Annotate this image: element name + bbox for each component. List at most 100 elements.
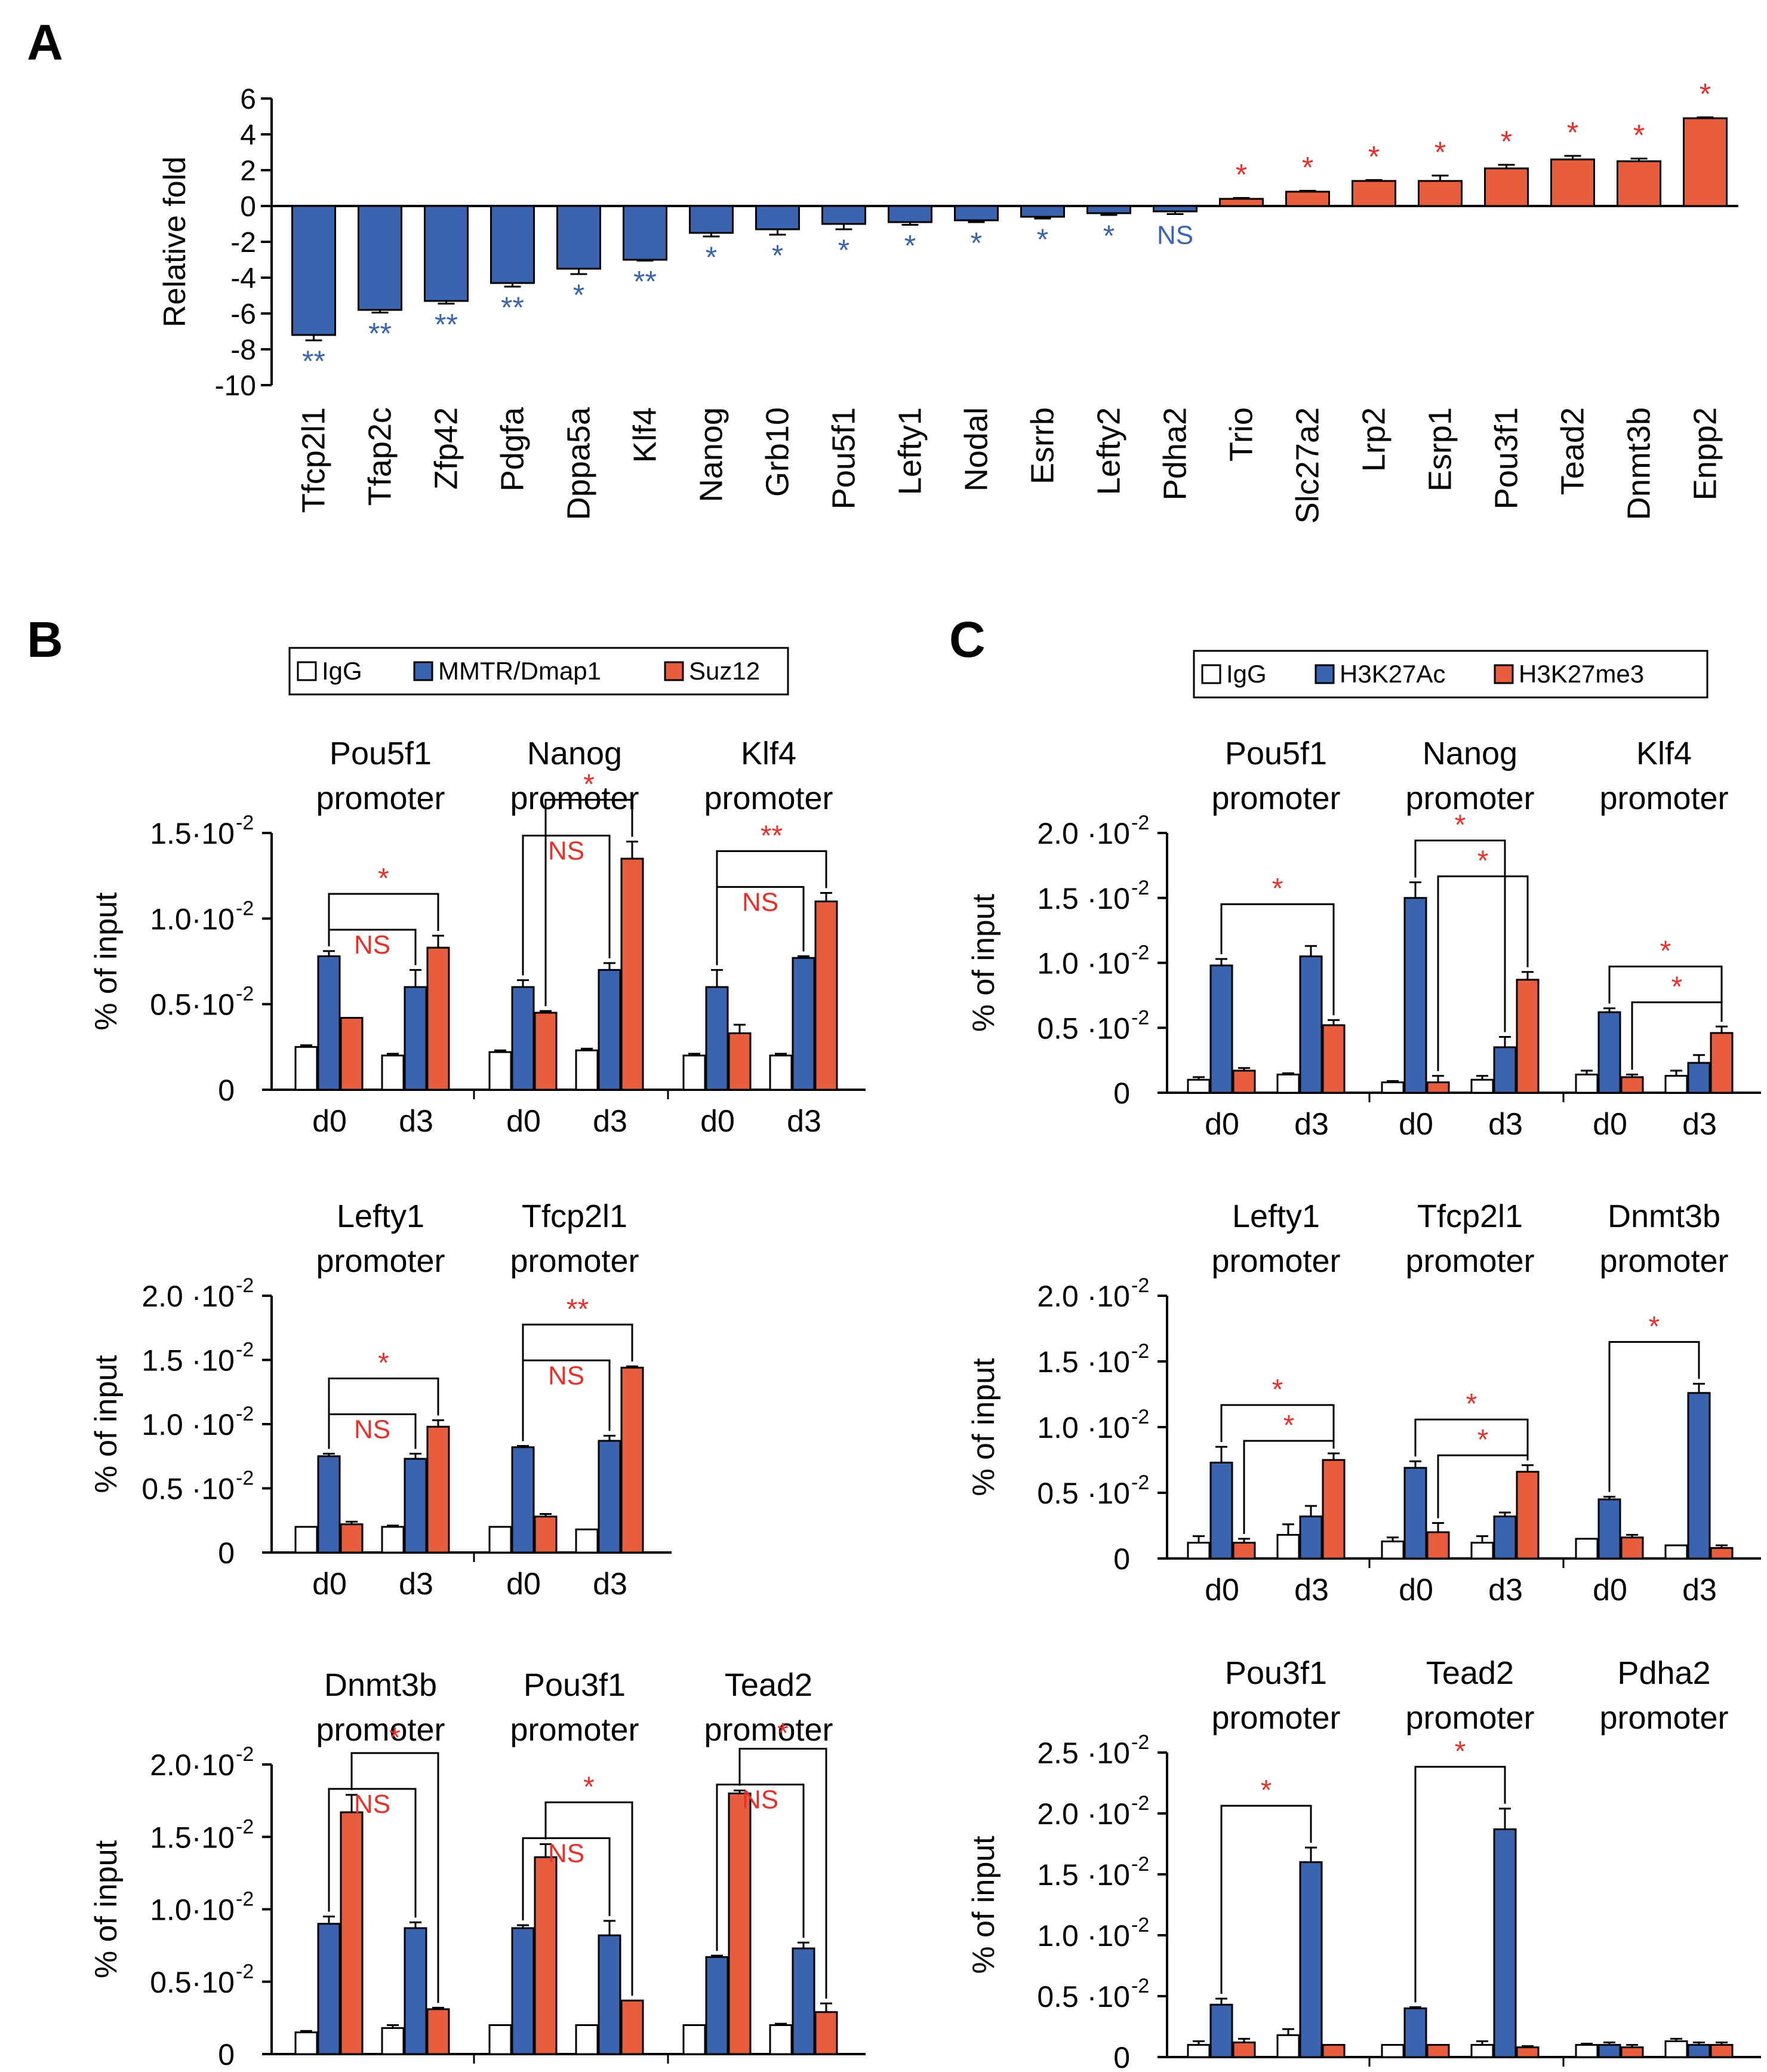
significance-label: * bbox=[1261, 1775, 1272, 1806]
significance-label: NS bbox=[354, 1790, 390, 1819]
a-category-label: Lefty2 bbox=[1091, 407, 1127, 495]
x-tick-label: d3 bbox=[1294, 1573, 1329, 1607]
significance-label: NS bbox=[742, 1785, 778, 1815]
bar-d3-igg bbox=[769, 1055, 793, 1091]
y-tick-label: 1.0·10 bbox=[150, 902, 235, 936]
a-bar-lefty2 bbox=[1086, 205, 1131, 214]
y-tick-exponent: -2 bbox=[1131, 877, 1149, 899]
significance-label: * bbox=[583, 1771, 595, 1803]
group-title-sub: promoter bbox=[510, 780, 639, 816]
bar-d0-igg bbox=[1575, 1538, 1599, 1560]
bar-d3-target1 bbox=[404, 986, 427, 1091]
bar-d0-target2 bbox=[728, 1032, 752, 1091]
bar-d0-target2 bbox=[1620, 2046, 1644, 2058]
group-title-sub: promoter bbox=[510, 1243, 639, 1279]
significance-label: * bbox=[583, 768, 595, 800]
bar-d3-target2 bbox=[426, 2008, 450, 2055]
a-category-label: Nanog bbox=[694, 407, 729, 502]
a-bar-esrrb bbox=[1020, 205, 1065, 218]
legend-entry: Suz12 bbox=[689, 657, 760, 685]
a-category-label: Esrrb bbox=[1025, 407, 1061, 484]
y-tick-label: 1.0 ·10 bbox=[141, 1408, 235, 1441]
significance-bracket bbox=[522, 834, 611, 976]
bar-d3-target2 bbox=[814, 2011, 838, 2055]
y-tick-exponent: -2 bbox=[1131, 1914, 1149, 1936]
a-y-tick-label: 2 bbox=[240, 155, 256, 187]
group-title: Nanog bbox=[1423, 736, 1517, 771]
bar-d3-igg bbox=[1470, 1542, 1494, 1560]
y-tick-exponent: -2 bbox=[236, 1403, 254, 1425]
group-title-sub: promoter bbox=[1599, 1243, 1728, 1279]
a-category-label: Pdha2 bbox=[1158, 407, 1193, 500]
a-significance: * bbox=[1037, 223, 1048, 256]
x-tick-label: d0 bbox=[506, 2068, 541, 2072]
bar-d0-igg bbox=[682, 2024, 706, 2055]
a-bar-tead2 bbox=[1550, 158, 1595, 207]
significance-label: * bbox=[777, 1718, 789, 1750]
y-tick-exponent: -2 bbox=[1131, 1274, 1149, 1297]
x-tick-label: d0 bbox=[1399, 1107, 1433, 1142]
y-tick-label: 2.0 ·10 bbox=[1037, 1797, 1130, 1831]
significance-bracket bbox=[1608, 1341, 1700, 1492]
bar-d0-target1 bbox=[317, 1923, 341, 2055]
y-tick-exponent: -2 bbox=[236, 1743, 254, 1766]
legend-swatch bbox=[297, 661, 317, 681]
x-tick-label: d0 bbox=[312, 1104, 347, 1139]
a-bar-pdha2 bbox=[1153, 205, 1198, 213]
bar-d3-target1 bbox=[1299, 955, 1323, 1094]
x-tick-label: d0 bbox=[506, 1104, 541, 1139]
bar-d3-target2 bbox=[814, 900, 838, 1091]
y-tick-label: 0.5·10 bbox=[150, 1966, 235, 1999]
y-tick-exponent: -2 bbox=[236, 1888, 254, 1911]
bar-d3-target1 bbox=[404, 1458, 427, 1554]
bar-d3-target1 bbox=[1493, 1046, 1517, 1094]
significance-label: * bbox=[1283, 1410, 1295, 1441]
bar-d0-target2 bbox=[340, 1523, 364, 1554]
legend-entry: IgG bbox=[322, 657, 362, 685]
a-significance: * bbox=[1700, 78, 1711, 111]
bar-d3-igg bbox=[1276, 2034, 1300, 2058]
a-category-label: Slc27a2 bbox=[1290, 407, 1326, 524]
y-axis-label: % of input bbox=[966, 1358, 1001, 1496]
b-legend: IgG MMTR/Dmap1 Suz12 bbox=[288, 647, 789, 696]
panel-label-c: C bbox=[949, 611, 986, 668]
panel-label-a: A bbox=[27, 14, 63, 70]
significance-label: ** bbox=[761, 820, 783, 851]
a-category-label: Grb10 bbox=[760, 407, 796, 497]
x-tick-label: d0 bbox=[700, 1104, 735, 1139]
bar-d0-target2 bbox=[340, 1811, 364, 2055]
bar-d0-igg bbox=[294, 1046, 318, 1091]
a-y-tick-label: 0 bbox=[240, 191, 256, 223]
bar-d0-target1 bbox=[1403, 2007, 1427, 2058]
a-significance: ** bbox=[302, 345, 325, 378]
significance-label: * bbox=[389, 1722, 401, 1754]
a-significance: * bbox=[706, 241, 717, 274]
a-y-label: Relative fold bbox=[158, 156, 192, 327]
group-title: Klf4 bbox=[741, 736, 796, 771]
x-tick-label: d0 bbox=[1205, 1573, 1239, 1607]
y-tick-exponent: -2 bbox=[1131, 1471, 1149, 1494]
significance-bracket bbox=[350, 1752, 439, 2003]
bar-d3-target1 bbox=[404, 1927, 427, 2055]
c-row-2: 2.0 ·10 -21.5 ·10 -21.0 ·10 -20.5 ·10 -20% o… bbox=[966, 1198, 1761, 1607]
a-bar-trio bbox=[1219, 198, 1264, 207]
bar-d3-target1 bbox=[1687, 2044, 1711, 2058]
bar-d0-target2 bbox=[1426, 1531, 1450, 1560]
y-tick-exponent: -2 bbox=[1131, 1006, 1149, 1029]
group-title-sub: promoter bbox=[1405, 780, 1534, 816]
y-tick-label: 1.0·10 bbox=[150, 1893, 235, 1927]
bar-d3-target1 bbox=[598, 1440, 621, 1554]
significance-bracket bbox=[1243, 1440, 1335, 1534]
a-bar-grb10 bbox=[755, 205, 800, 230]
a-significance: * bbox=[838, 233, 849, 267]
bar-d3-target1 bbox=[598, 969, 621, 1091]
group-title: Dnmt3b bbox=[1608, 1198, 1720, 1234]
y-tick-label: 1.0 ·10 bbox=[1037, 1411, 1130, 1444]
bar-d0-target2 bbox=[534, 1515, 558, 1554]
bar-d3-target2 bbox=[1322, 1024, 1346, 1094]
bar-d3-igg bbox=[1276, 1533, 1300, 1560]
bar-d3-target2 bbox=[1322, 1459, 1346, 1560]
b-row-1: 1.5·10 -21.0·10 -20.5·10 -20% of inputPou5f… bbox=[89, 736, 866, 1139]
